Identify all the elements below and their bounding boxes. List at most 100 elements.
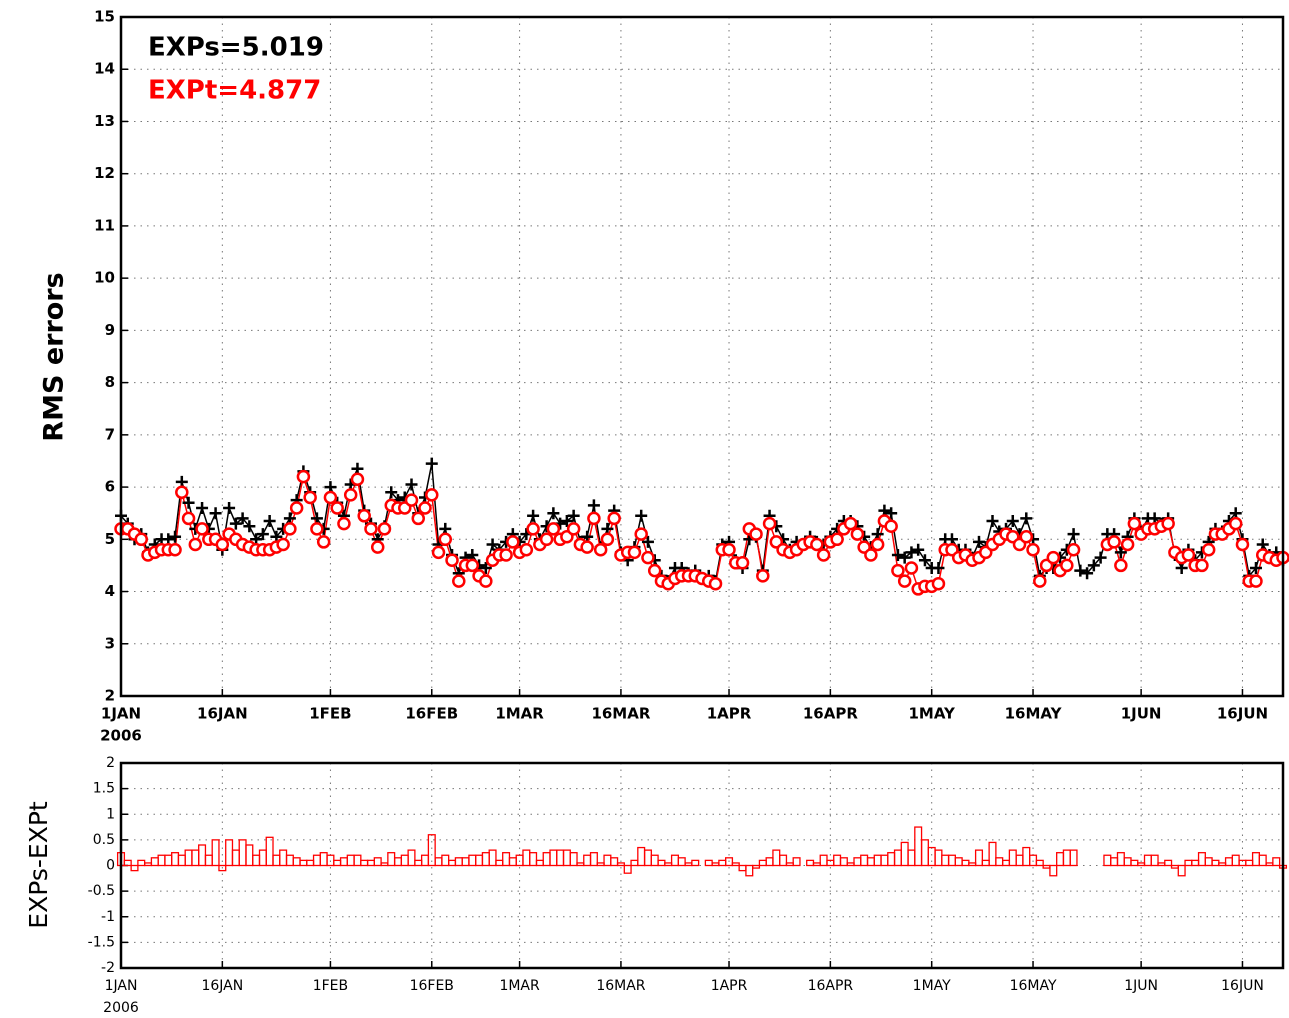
circle-marker (762, 516, 777, 531)
x-tick-label: 1JAN (105, 978, 138, 994)
plus-marker (405, 478, 418, 491)
circle-marker (587, 511, 601, 526)
x-tick-label: 16JUN (1221, 978, 1264, 994)
y-tick-label: 12 (94, 164, 115, 182)
x-tick-label: 16APR (803, 705, 858, 723)
circle-marker (904, 561, 919, 575)
circle-marker (546, 522, 561, 536)
circle-marker (1120, 537, 1135, 552)
plus-marker (169, 530, 182, 543)
circle-marker (310, 522, 324, 536)
y-tick-label: 2 (106, 755, 115, 771)
circle-marker (1228, 516, 1243, 531)
circle-marker (756, 569, 770, 583)
circle-marker (580, 540, 594, 554)
plus-marker (1074, 564, 1087, 577)
circle-marker (364, 522, 378, 536)
plus-marker (932, 562, 945, 575)
plus-marker (1067, 528, 1080, 541)
circle-marker (1114, 558, 1128, 573)
x-tick-label: 16FEB (405, 705, 458, 723)
y-tick-label: 0 (106, 858, 115, 874)
circle-marker (357, 509, 371, 523)
circle-marker (931, 576, 946, 591)
circle-marker (722, 543, 736, 557)
plus-marker (1087, 559, 1100, 572)
circle-marker (1026, 543, 1040, 557)
circle-marker (810, 537, 824, 552)
bar (779, 854, 788, 867)
bar (211, 839, 220, 867)
bar (691, 859, 700, 867)
plus-marker (905, 546, 918, 559)
x-tick-label: 16JAN (201, 978, 243, 994)
circle-marker (418, 501, 432, 515)
bar (373, 857, 382, 867)
bar (1258, 854, 1267, 867)
plus-marker (486, 538, 499, 551)
bar (123, 859, 132, 867)
circle-marker (897, 574, 912, 588)
plus-marker (236, 512, 249, 525)
x-tick-label: 1MAY (913, 978, 951, 994)
x-tick-label: 1JUN (1121, 705, 1162, 723)
plus-marker (243, 520, 256, 533)
circle-marker (891, 563, 905, 578)
circle-marker (1019, 529, 1034, 544)
y-tick-label: -0.5 (88, 883, 115, 899)
y-tick-label: 9 (105, 321, 115, 339)
circle-marker (816, 548, 831, 562)
y-tick-label: 8 (105, 373, 115, 391)
bar (731, 862, 740, 867)
y-tick-label: 1.5 (93, 781, 115, 797)
bar (265, 836, 274, 867)
bar (988, 841, 997, 867)
circle-marker (526, 522, 540, 536)
bar (488, 849, 497, 867)
plus-marker (1114, 546, 1127, 559)
circle-marker (735, 556, 750, 570)
plus-marker (1006, 515, 1019, 528)
annotation: EXPs=5.019 (148, 33, 324, 63)
y-tick-label: 2 (105, 687, 115, 705)
circle-marker (1181, 548, 1196, 562)
y-tick-label: 1 (106, 806, 115, 822)
x-tick-label: 16MAY (1005, 705, 1063, 723)
circle-marker (1161, 516, 1175, 531)
circle-marker (188, 537, 203, 552)
circle-marker (627, 545, 642, 560)
circle-marker (870, 537, 885, 552)
circle-marker (830, 532, 844, 547)
plus-marker (385, 486, 398, 499)
x-tick-label: 1APR (707, 705, 752, 723)
circle-marker (330, 501, 344, 515)
circle-marker (276, 537, 290, 552)
bar (1177, 864, 1186, 877)
x-tick-label: 16MAR (596, 978, 645, 994)
circle-marker (1033, 574, 1047, 588)
circle-marker (175, 485, 189, 500)
circle-marker (377, 522, 392, 536)
plus-marker (425, 457, 438, 470)
circle-marker (1235, 537, 1250, 552)
plus-marker (229, 517, 242, 530)
y-tick-label: -1.5 (88, 934, 115, 950)
circle-marker (566, 522, 581, 536)
bar (745, 864, 754, 877)
x-tick-label: 16JAN (197, 705, 248, 723)
circle-marker (607, 511, 621, 526)
x-tick-label: 1MAR (499, 978, 540, 994)
circle-marker (452, 574, 466, 588)
circle-marker (1066, 543, 1081, 557)
circle-marker (600, 532, 615, 547)
circle-marker (749, 527, 763, 541)
circle-marker (404, 493, 419, 507)
y-tick-label: -1 (101, 909, 115, 925)
plus-marker (182, 496, 195, 509)
circle-marker (479, 574, 493, 588)
circle-marker (134, 532, 149, 547)
circle-marker (431, 545, 446, 560)
bar (792, 857, 801, 867)
